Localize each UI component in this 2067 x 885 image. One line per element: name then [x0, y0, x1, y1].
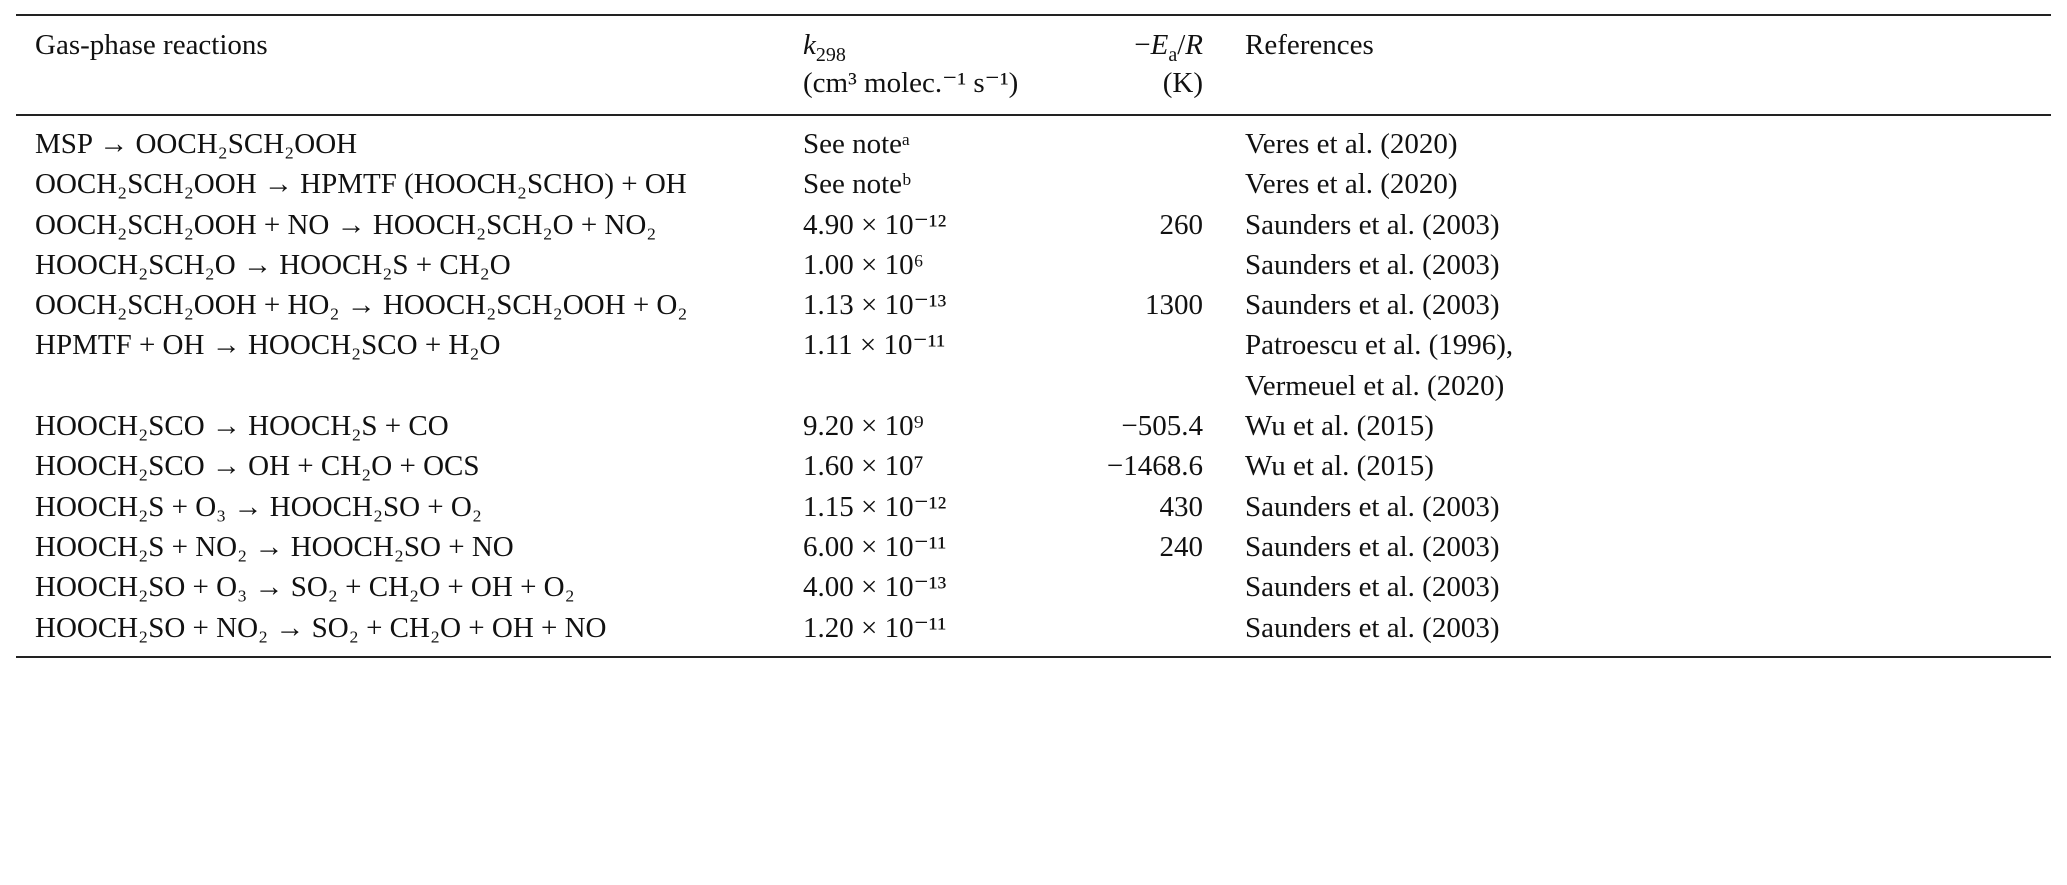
cell-reaction: HOOCH₂SCO → HOOCH₂S + CO: [35, 410, 449, 443]
table-row: OOCH₂SCH₂OOH + NO → HOOCH₂SCH₂O + NO₂ 4.9…: [0, 205, 2067, 245]
table-row: HOOCH₂SCO → OH + CH₂O + OCS 1.60 × 10⁷ −14…: [0, 446, 2067, 486]
table-row: Vermeuel et al. (2020): [0, 366, 2067, 406]
cell-reaction: OOCH₂SCH₂OOH + HO₂ → HOOCH₂SCH₂OOH + O₂: [35, 289, 688, 322]
cell-reaction: OOCH₂SCH₂OOH + NO → HOOCH₂SCH₂O + NO₂: [35, 208, 657, 241]
header-k298-unit: (cm³ molec.⁻¹ s⁻¹): [803, 67, 1019, 99]
cell-k298: 4.00 × 10⁻¹³: [803, 571, 947, 604]
cell-reference: Saunders et al. (2003): [1245, 530, 1500, 563]
header-reactions: Gas-phase reactions: [35, 29, 268, 61]
table-row: HOOCH₂SO + NO₂ → SO₂ + CH₂O + OH + NO 1.2…: [0, 608, 2067, 648]
cell-reaction: HOOCH₂S + NO₂ → HOOCH₂SO + NO: [35, 530, 514, 563]
k-symbol: k: [803, 29, 816, 61]
cell-k298: 9.20 × 10⁹: [803, 410, 924, 443]
k-subscript: 298: [815, 43, 846, 66]
table-row: HOOCH₂S + NO₂ → HOOCH₂SO + NO 6.00 × 10⁻¹…: [0, 527, 2067, 567]
cell-ea: 430: [1159, 490, 1204, 523]
table-row: OOCH₂SCH₂OOH → HPMTF (HOOCH₂SCHO) + OH Se…: [0, 164, 2067, 204]
cell-reaction: HOOCH₂SCO → OH + CH₂O + OCS: [35, 450, 480, 483]
cell-k298: 1.00 × 10⁶: [803, 248, 924, 281]
cell-reference: Patroescu et al. (1996),: [1245, 329, 1514, 362]
cell-k298: 6.00 × 10⁻¹¹: [803, 530, 947, 563]
table-bottom-rule: [16, 656, 2051, 658]
cell-reaction: HOOCH₂S + O₃ → HOOCH₂SO + O₂: [35, 490, 482, 523]
cell-ea: 240: [1159, 530, 1204, 563]
cell-reaction: HOOCH₂SO + O₃ → SO₂ + CH₂O + OH + O₂: [35, 571, 575, 604]
cell-k298: 4.90 × 10⁻¹²: [803, 208, 947, 241]
cell-reference: Saunders et al. (2003): [1245, 571, 1500, 604]
ea-subscript: a: [1168, 43, 1178, 66]
table-row: HOOCH₂SCO → HOOCH₂S + CO 9.20 × 10⁹ −505.4…: [0, 406, 2067, 446]
cell-reaction: OOCH₂SCH₂OOH → HPMTF (HOOCH₂SCHO) + OH: [35, 168, 687, 201]
table-row: MSP → OOCH₂SCH₂OOH See noteᵃ Veres et al. …: [0, 124, 2067, 164]
header-ea-unit: (K): [1162, 67, 1203, 99]
table-row: HPMTF + OH → HOOCH₂SCO + H₂O 1.11 × 10⁻¹¹…: [0, 325, 2067, 365]
cell-ea: −1468.6: [1106, 450, 1203, 483]
ea-minus: −: [1134, 29, 1151, 61]
cell-reference: Saunders et al. (2003): [1245, 248, 1500, 281]
ea-slash: /: [1177, 29, 1186, 61]
cell-reference: Saunders et al. (2003): [1245, 611, 1500, 644]
cell-k298: See noteᵇ: [803, 168, 912, 201]
cell-reference: Saunders et al. (2003): [1245, 208, 1500, 241]
cell-reaction: HOOCH₂SCH₂O → HOOCH₂S + CH₂O: [35, 248, 511, 281]
cell-reaction: HPMTF + OH → HOOCH₂SCO + H₂O: [35, 329, 501, 362]
ea-R: R: [1185, 29, 1203, 61]
table-row: HOOCH₂SCH₂O → HOOCH₂S + CH₂O 1.00 × 10⁶ Sa…: [0, 245, 2067, 285]
header-references: References: [1245, 29, 1374, 61]
ea-E: E: [1150, 29, 1169, 61]
cell-reference: Saunders et al. (2003): [1245, 289, 1500, 322]
cell-ea: 1300: [1145, 289, 1203, 322]
cell-reference: Wu et al. (2015): [1245, 410, 1434, 443]
cell-ea: −505.4: [1121, 410, 1203, 443]
table-row: HOOCH₂S + O₃ → HOOCH₂SO + O₂ 1.15 × 10⁻¹²…: [0, 487, 2067, 527]
cell-reference: Vermeuel et al. (2020): [1245, 369, 1505, 402]
cell-k298: 1.15 × 10⁻¹²: [803, 490, 947, 523]
cell-reference: Veres et al. (2020): [1245, 128, 1458, 160]
cell-reaction: HOOCH₂SO + NO₂ → SO₂ + CH₂O + OH + NO: [35, 611, 607, 644]
table-row: HOOCH₂SO + O₃ → SO₂ + CH₂O + OH + O₂ 4.00…: [0, 567, 2067, 607]
cell-ea: 260: [1159, 208, 1204, 241]
table-header: Gas-phase reactions k298 (cm³ molec.⁻¹ s…: [0, 26, 2067, 106]
cell-k298: 1.11 × 10⁻¹¹: [803, 329, 946, 362]
table-header-rule: [16, 114, 2051, 116]
cell-reference: Veres et al. (2020): [1245, 168, 1458, 201]
table-row: OOCH₂SCH₂OOH + HO₂ → HOOCH₂SCH₂OOH + O₂ 1…: [0, 285, 2067, 325]
cell-k298: 1.60 × 10⁷: [803, 450, 924, 483]
table-top-rule: [16, 14, 2051, 16]
header-k298: k298: [803, 26, 846, 74]
table-body: MSP → OOCH₂SCH₂OOH See noteᵃ Veres et al. …: [0, 124, 2067, 648]
cell-reference: Saunders et al. (2003): [1245, 490, 1500, 523]
cell-k298: See noteᵃ: [803, 128, 910, 160]
cell-reaction: MSP → OOCH₂SCH₂OOH: [35, 128, 358, 160]
cell-k298: 1.20 × 10⁻¹¹: [803, 611, 947, 644]
cell-reference: Wu et al. (2015): [1245, 450, 1434, 483]
header-ea: −Ea/R: [1000, 26, 1203, 74]
cell-k298: 1.13 × 10⁻¹³: [803, 289, 947, 322]
